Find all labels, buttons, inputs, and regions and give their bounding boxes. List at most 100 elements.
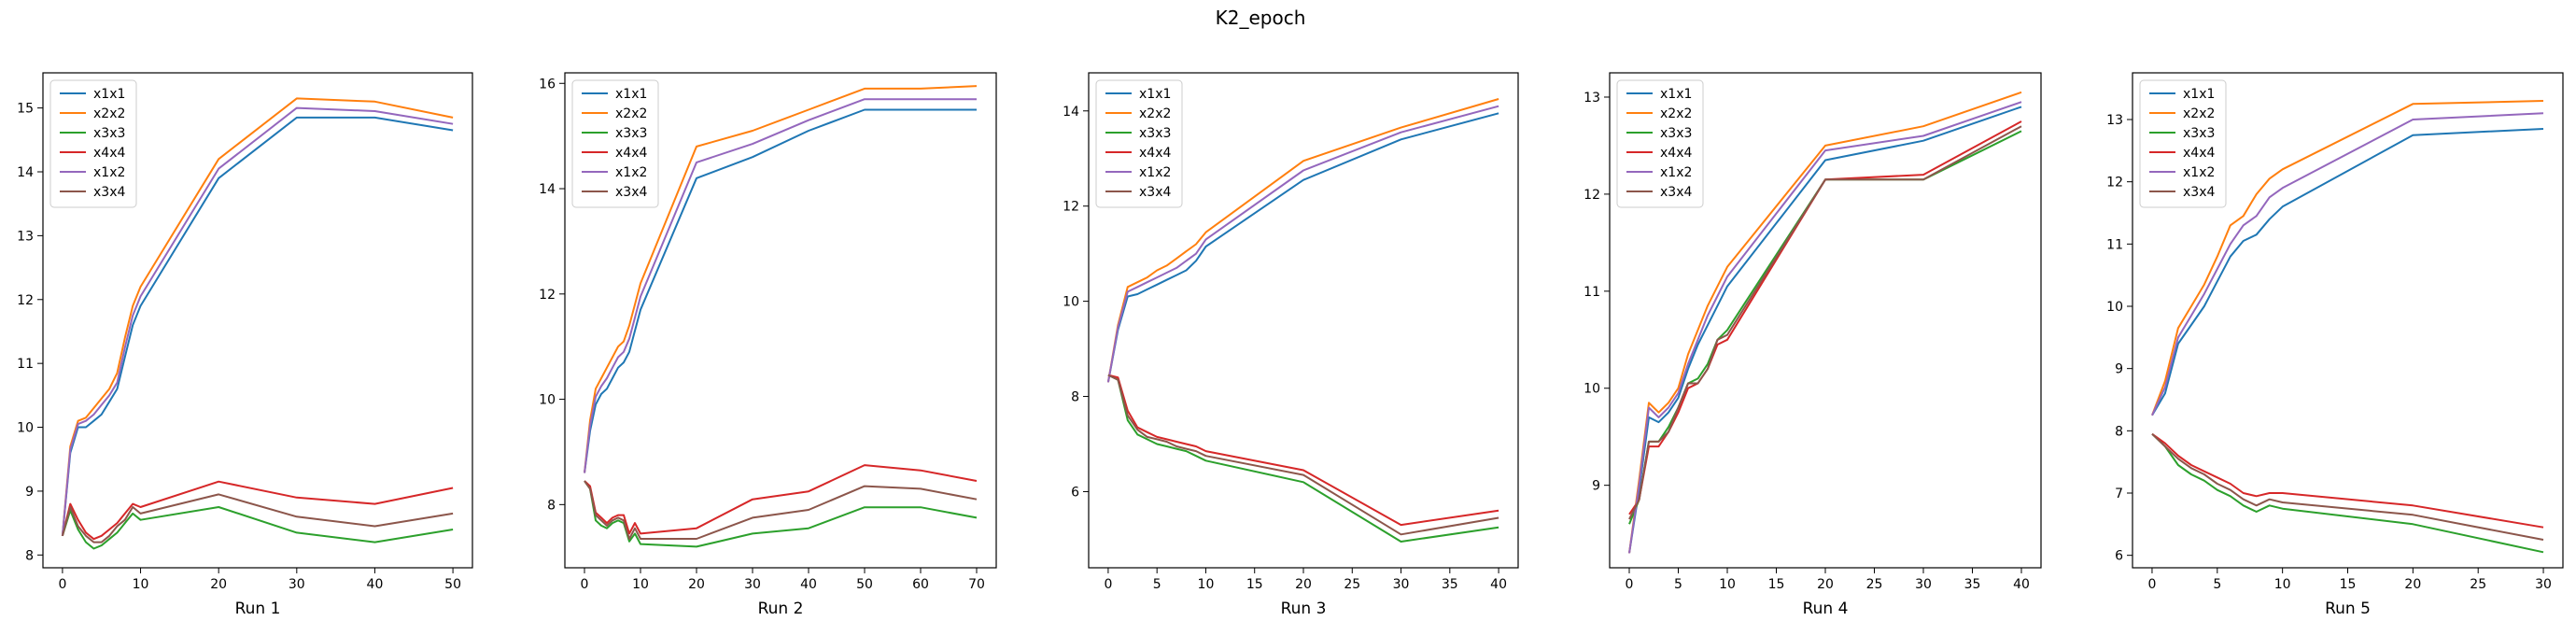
x-tick-label: 10 (1719, 577, 1736, 592)
legend-label-x1x1: x1x1 (1139, 87, 1171, 102)
legend: x1x1 x2x2 x3x3 x4x4 x1x2 x3x4 (2139, 79, 2227, 208)
legend-label-x3x4: x3x4 (1660, 185, 1692, 200)
legend-label-x3x4: x3x4 (615, 185, 647, 200)
y-tick-label: 14 (1063, 105, 1079, 120)
legend-label-x4x4: x4x4 (93, 146, 125, 161)
series-line-x4x4 (2151, 432, 2544, 529)
y-tick-label: 6 (2115, 549, 2123, 564)
y-tick-label: 9 (25, 485, 34, 500)
y-tick-label: 9 (2115, 362, 2123, 377)
x-tick-label: 10 (632, 577, 649, 592)
legend: x1x1 x2x2 x3x3 x4x4 x1x2 x3x4 (1616, 79, 1704, 208)
legend-label-x2x2: x2x2 (1139, 106, 1171, 121)
legend-label-x1x1: x1x1 (1660, 87, 1692, 102)
series-line-x4x4 (61, 480, 454, 541)
y-tick-label: 6 (1071, 485, 1079, 500)
legend-label-x2x2: x2x2 (2183, 106, 2215, 121)
series-line-x1x2 (584, 98, 977, 473)
x-tick-label: 30 (2535, 577, 2552, 592)
axes-frame (42, 72, 473, 569)
x-axis-label: Run 2 (758, 600, 804, 618)
series-line-x2x2 (1628, 91, 2022, 554)
y-tick-label: 11 (1584, 285, 1600, 300)
series-line-x3x4 (61, 493, 454, 543)
series-line-x1x1 (1628, 106, 2022, 554)
series-line-x1x1 (584, 108, 977, 473)
x-tick-label: 25 (1344, 577, 1360, 592)
x-tick-label: 20 (1817, 577, 1834, 592)
subplot-2: 0 10 20 30 40 50 60 70 8 10 12 14 16 Run 2 x1x1 x2x2 x3x… (539, 72, 997, 618)
legend-label-x1x2: x1x2 (2183, 165, 2215, 180)
x-tick-label: 10 (133, 577, 149, 592)
figure-title: K2_epoch (1216, 7, 1306, 29)
legend-label-x4x4: x4x4 (1139, 146, 1171, 161)
series-line-x3x4 (1628, 125, 2022, 520)
x-tick-label: 0 (2147, 577, 2156, 592)
y-tick-label: 13 (2106, 113, 2123, 128)
legend: x1x1 x2x2 x3x3 x4x4 x1x2 x3x4 (571, 79, 659, 208)
legend-label-x1x1: x1x1 (615, 87, 647, 102)
y-tick-label: 15 (17, 102, 34, 117)
x-tick-label: 15 (1768, 577, 1785, 592)
y-tick-label: 14 (17, 165, 34, 180)
series-line-x1x2 (2151, 112, 2544, 416)
x-tick-label: 0 (58, 577, 66, 592)
y-tick-label: 10 (17, 421, 34, 436)
y-tick-label: 12 (1063, 200, 1079, 215)
y-tick-label: 11 (2106, 237, 2123, 252)
legend-label-x1x2: x1x2 (93, 165, 125, 180)
series-line-x3x4 (2151, 432, 2544, 541)
y-tick-label: 10 (1584, 382, 1600, 397)
legend-label-x3x3: x3x3 (1139, 126, 1171, 141)
x-tick-label: 50 (444, 577, 461, 592)
x-tick-label: 0 (1626, 577, 1634, 592)
x-tick-label: 20 (1295, 577, 1312, 592)
legend-label-x3x3: x3x3 (93, 126, 125, 141)
x-tick-label: 30 (1915, 577, 1932, 592)
y-tick-label: 10 (2106, 300, 2123, 315)
y-tick-label: 8 (2115, 424, 2123, 439)
y-tick-label: 14 (539, 182, 556, 197)
x-tick-label: 40 (800, 577, 817, 592)
x-tick-label: 0 (581, 577, 589, 592)
legend-label-x3x4: x3x4 (1139, 185, 1171, 200)
series-line-x2x2 (584, 85, 978, 473)
legend-label-x3x4: x3x4 (2183, 185, 2215, 200)
y-tick-label: 13 (17, 229, 34, 244)
axes-frame (564, 72, 997, 569)
legend-label-x2x2: x2x2 (615, 106, 647, 121)
x-tick-label: 10 (2274, 577, 2291, 592)
legend-label-x1x2: x1x2 (615, 165, 647, 180)
legend-label-x3x3: x3x3 (1660, 126, 1692, 141)
y-tick-label: 7 (2115, 487, 2123, 501)
series-line-x1x2 (1106, 105, 1499, 383)
x-axis-label: Run 5 (2325, 600, 2371, 618)
x-tick-label: 5 (2213, 577, 2221, 592)
x-axis-label: Run 3 (1281, 600, 1327, 618)
y-tick-label: 10 (1063, 295, 1079, 310)
series-line-x1x2 (1628, 101, 2022, 554)
legend-label-x2x2: x2x2 (93, 106, 125, 121)
x-tick-label: 70 (968, 577, 985, 592)
legend-label-x3x3: x3x3 (2183, 126, 2215, 141)
subplot-5: 0 5 10 15 20 25 30 6 7 8 9 10 11 12 13 Run 5 x1x1 x2x2 x3x… (2106, 72, 2564, 618)
series-line-x4x4 (1107, 374, 1499, 527)
series-line-x1x1 (61, 116, 454, 536)
y-tick-label: 10 (539, 393, 556, 408)
y-tick-label: 12 (539, 288, 556, 303)
legend-label-x4x4: x4x4 (615, 146, 647, 161)
x-tick-label: 0 (1104, 577, 1112, 592)
legend-label-x3x3: x3x3 (615, 126, 647, 141)
y-tick-label: 12 (17, 293, 34, 308)
legend-label-x1x2: x1x2 (1660, 165, 1692, 180)
x-tick-label: 50 (856, 577, 873, 592)
x-tick-label: 40 (2013, 577, 2030, 592)
x-tick-label: 5 (1153, 577, 1161, 592)
series-line-x3x3 (2151, 432, 2544, 554)
series-line-x2x2 (2151, 100, 2544, 416)
y-tick-label: 11 (17, 357, 34, 372)
series-line-x1x1 (1106, 112, 1499, 383)
y-tick-label: 8 (1071, 390, 1079, 405)
x-tick-label: 5 (1674, 577, 1682, 592)
